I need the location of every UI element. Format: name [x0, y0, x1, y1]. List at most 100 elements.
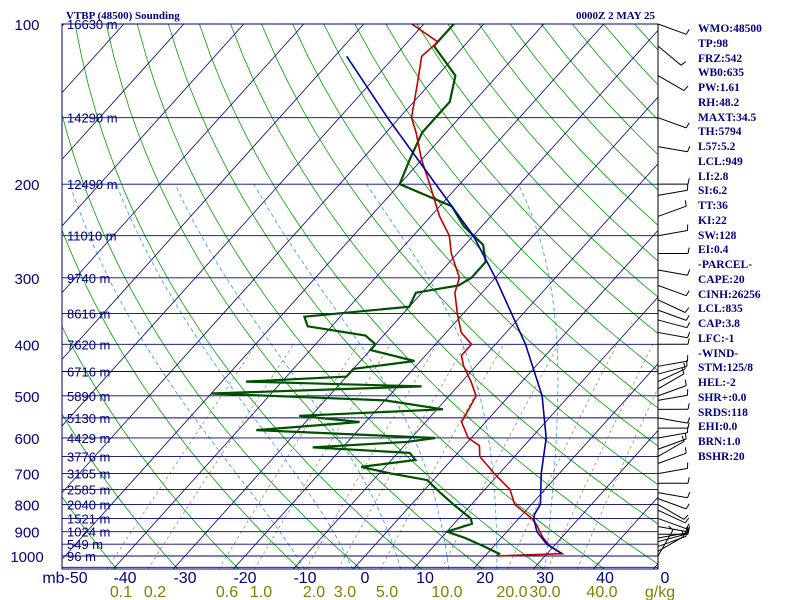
dry-adiabat: [447, 24, 658, 262]
mixing-ratio-label: 0.2: [144, 584, 166, 600]
wind-barb: [657, 394, 688, 401]
dry-adiabat: [385, 24, 658, 335]
index-item: SHR+:0.0: [698, 391, 747, 404]
mixing-ratio-label: 0.1: [110, 584, 132, 600]
temperature-tick-label: -10: [293, 570, 316, 587]
index-item: CINH:26256: [698, 288, 761, 301]
height-label: 11010 m: [67, 229, 117, 244]
wind-barbs: [657, 23, 691, 569]
dry-adiabat: [354, 24, 658, 371]
wind-barb: [657, 373, 685, 390]
pressure-label: 200: [14, 177, 39, 194]
isotherm: [0, 12, 14, 569]
isotherm: [472, 363, 658, 569]
moist-adiabat: [253, 183, 450, 569]
wind-barb-flag: [683, 514, 689, 520]
mixing-ratio-label: 30.0: [529, 584, 560, 600]
wind-barb-flag: [687, 331, 691, 338]
wind-barb-flag: [687, 338, 690, 345]
wind-barb-flag: [687, 146, 691, 152]
height-label: 7620 m: [67, 337, 110, 352]
wind-barb-flag: [684, 379, 687, 386]
mixing-ratio-line: [380, 344, 505, 569]
wind-barb-flag: [685, 523, 690, 529]
pressure-label: 400: [14, 337, 39, 354]
index-item: FRZ:542: [698, 52, 743, 65]
wind-barb: [657, 498, 687, 510]
wind-barb-flag: [684, 307, 690, 313]
dry-adiabat: [292, 24, 658, 447]
height-label: 3776 m: [67, 449, 110, 464]
isotherm: [62, 24, 545, 560]
index-item: SRDS:118: [698, 406, 748, 419]
isotherm: [352, 229, 658, 569]
wind-barb: [657, 368, 686, 383]
height-label: 2040 m: [67, 497, 110, 512]
wind-barb-flag: [685, 122, 690, 129]
wind-barb: [657, 230, 688, 237]
index-item: BRN:1.0: [698, 436, 741, 448]
index-item: CAP:3.8: [698, 318, 740, 330]
wind-barb: [657, 269, 688, 276]
wind-barb: [657, 532, 688, 539]
wind-barb-flag: [684, 433, 687, 440]
wind-barb: [657, 319, 688, 329]
chart-title: VTBP (48500) Sounding: [66, 10, 180, 22]
isotherm: [62, 24, 365, 360]
temperature-tick-label: -20: [233, 570, 256, 587]
temperature-tick-label: -30: [173, 570, 196, 587]
pressure-label: 1000: [10, 549, 43, 566]
wind-barb-flag: [683, 362, 686, 370]
grid-layer: [0, 12, 658, 569]
wind-barb: [657, 441, 685, 457]
mixing-ratio-line: [337, 344, 467, 569]
wind-barb: [657, 75, 685, 92]
height-label: 16630 m: [67, 17, 118, 32]
height-label: 5130 m: [67, 411, 110, 426]
mixing-ratio-label: 1.0: [250, 584, 272, 600]
isotherm: [112, 24, 605, 569]
wind-barb: [657, 284, 687, 297]
wind-barb-flag: [685, 290, 690, 296]
wind-barb: [657, 45, 682, 66]
pressure-label: 700: [14, 467, 39, 484]
pressure-label: 100: [14, 17, 39, 34]
index-item: WB0:635: [698, 67, 744, 80]
wind-barb: [657, 432, 688, 439]
index-item: HEL:-2: [698, 377, 736, 389]
height-label: 9740 m: [67, 271, 110, 286]
isotherm: [232, 96, 658, 569]
wind-barb: [657, 23, 687, 35]
height-label: 6716 m: [67, 365, 110, 380]
index-item: MAXT:34.5: [698, 111, 757, 124]
index-item: STM:125/8: [698, 362, 753, 375]
wind-barb: [657, 517, 687, 530]
height-label: 2585 m: [67, 483, 110, 498]
index-item: TT:36: [698, 200, 728, 212]
wind-barb-flag: [686, 322, 691, 328]
mixing-ratio-line: [218, 344, 359, 569]
plot-background: [62, 24, 658, 569]
isotherm: [62, 24, 485, 494]
wind-barb: [657, 509, 686, 524]
wind-barb: [657, 309, 687, 321]
wind-barb-flag: [681, 367, 685, 374]
wind-barb: [657, 492, 688, 499]
mixing-ratio-label: g/kg: [645, 584, 675, 600]
wind-barb-flag: [684, 447, 687, 454]
mixing-ratio-label: 0.6: [216, 584, 238, 600]
height-label: 549 m: [67, 537, 103, 552]
wind-barb-flag: [687, 417, 691, 424]
index-item: LCL:835: [698, 303, 743, 316]
dry-adiabat: [230, 24, 658, 525]
wind-barb: [657, 525, 688, 533]
index-item: TH:5794: [698, 126, 742, 139]
index-item: TP:98: [698, 37, 729, 50]
wind-barb: [657, 360, 688, 367]
wind-barb-flag: [683, 85, 689, 91]
height-label: 4429 m: [67, 431, 110, 446]
wind-barb-flag: [685, 28, 690, 35]
moist-adiabat: [174, 183, 402, 569]
